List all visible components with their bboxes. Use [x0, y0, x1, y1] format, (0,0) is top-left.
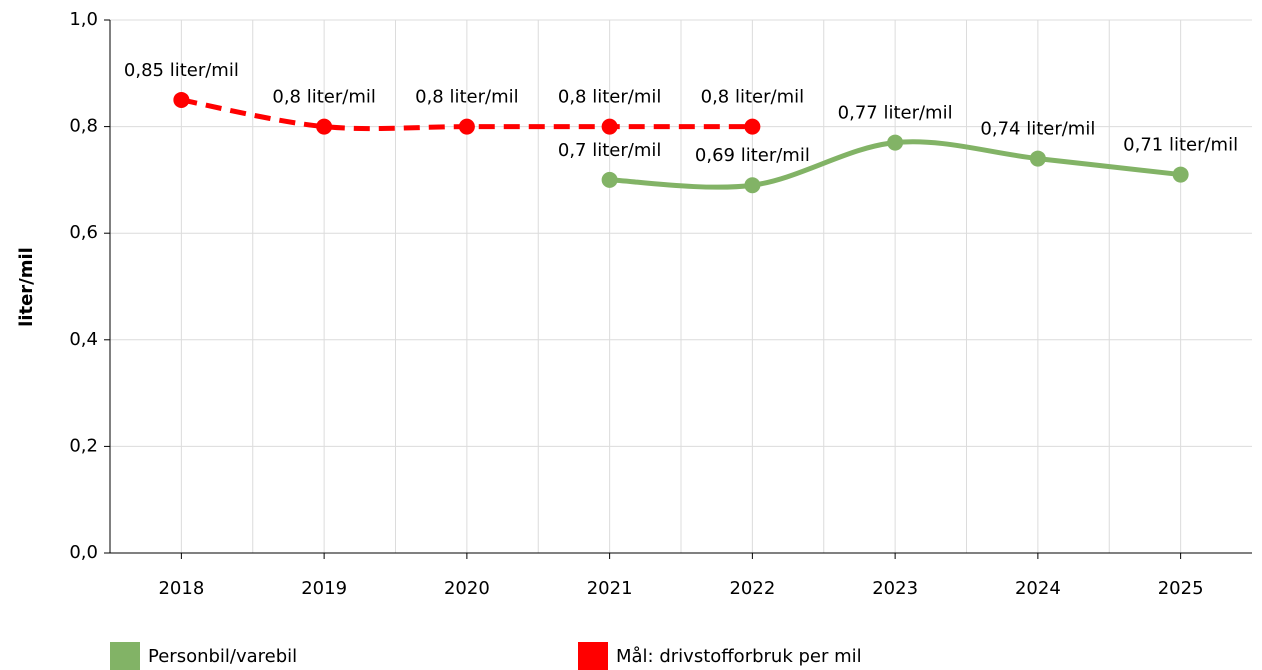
x-tick-label: 2020 — [444, 578, 490, 599]
data-label: 0,85 liter/mil — [124, 60, 239, 81]
legend-label: Mål: drivstofforbruk per mil — [616, 646, 862, 667]
y-tick-label: 0,8 — [69, 116, 98, 137]
y-tick-label: 1,0 — [69, 9, 98, 30]
legend-swatch — [578, 642, 608, 670]
y-tick-label: 0,4 — [69, 329, 98, 350]
data-label: 0,8 liter/mil — [558, 87, 661, 108]
y-tick-label: 0,6 — [69, 222, 98, 243]
y-tick-label: 0,2 — [69, 435, 98, 456]
x-tick-label: 2023 — [872, 578, 918, 599]
x-tick-label: 2018 — [158, 578, 204, 599]
data-point — [744, 177, 761, 194]
data-point — [601, 171, 618, 188]
y-axis-label: liter/mil — [16, 247, 37, 327]
data-label: 0,8 liter/mil — [701, 87, 804, 108]
legend-label: Personbil/varebil — [148, 646, 297, 667]
data-point — [744, 118, 761, 135]
data-point — [1029, 150, 1046, 167]
x-tick-label: 2025 — [1158, 578, 1204, 599]
legend-swatch — [110, 642, 140, 670]
x-tick-label: 2019 — [301, 578, 347, 599]
data-point — [887, 134, 904, 151]
data-point — [316, 118, 333, 135]
data-label: 0,8 liter/mil — [415, 87, 518, 108]
data-label: 0,7 liter/mil — [558, 140, 661, 161]
data-point — [173, 91, 190, 108]
x-tick-label: 2022 — [729, 578, 775, 599]
data-point — [601, 118, 618, 135]
x-tick-label: 2024 — [1015, 578, 1061, 599]
data-label: 0,71 liter/mil — [1123, 135, 1238, 156]
data-label: 0,77 liter/mil — [838, 103, 953, 124]
data-label: 0,8 liter/mil — [272, 87, 375, 108]
data-label: 0,69 liter/mil — [695, 145, 810, 166]
x-tick-label: 2021 — [587, 578, 633, 599]
data-label: 0,74 liter/mil — [980, 119, 1095, 140]
data-point — [1172, 166, 1189, 183]
data-point — [458, 118, 475, 135]
y-tick-label: 0,0 — [69, 542, 98, 563]
